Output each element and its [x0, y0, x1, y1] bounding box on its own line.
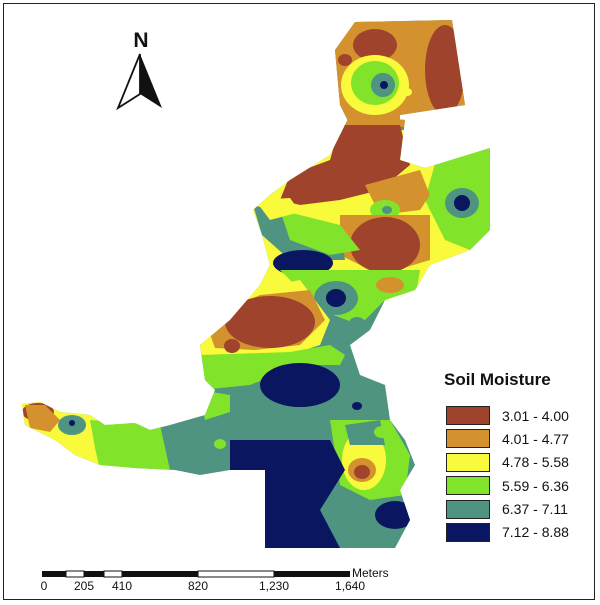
legend-swatch: [446, 406, 490, 425]
legend-label: 3.01 - 4.00: [502, 407, 569, 424]
legend-swatch: [446, 452, 490, 472]
legend-label: 4.78 - 5.58: [502, 454, 569, 471]
scale-tick-label: 1,640: [334, 579, 366, 593]
legend-item: 4.78 - 5.58: [430, 452, 590, 472]
legend-item: 4.01 - 4.77: [430, 429, 590, 449]
scale-tick-label: 0: [40, 579, 48, 593]
legend-label: 4.01 - 4.77: [502, 430, 569, 447]
scale-tick-label: 820: [187, 579, 209, 593]
legend-item: 6.37 - 7.11: [430, 499, 590, 519]
legend-item: 3.01 - 4.00: [430, 406, 590, 425]
legend-swatch: [446, 429, 490, 449]
legend-label: 6.37 - 7.11: [502, 501, 568, 518]
legend-item: 7.12 - 8.88: [430, 522, 590, 542]
legend-label: 7.12 - 8.88: [502, 524, 569, 541]
legend-swatch: [446, 476, 490, 496]
legend-item: 5.59 - 6.36: [430, 476, 590, 496]
scale-tick-label: 205: [73, 579, 95, 593]
legend-swatch: [446, 499, 490, 519]
legend-swatch: [446, 522, 490, 542]
legend: Soil Moisture 3.01 - 4.00 4.01 - 4.77 4.…: [430, 370, 590, 546]
legend-title: Soil Moisture: [444, 370, 551, 389]
scale-bar: [42, 570, 350, 578]
legend-label: 5.59 - 6.36: [502, 477, 569, 494]
scale-unit: Meters: [352, 566, 389, 580]
north-label: N: [133, 29, 149, 52]
scale-tick-label: 1,230: [258, 579, 290, 593]
north-arrow-icon: [116, 53, 162, 111]
scale-tick-label: 410: [111, 579, 133, 593]
